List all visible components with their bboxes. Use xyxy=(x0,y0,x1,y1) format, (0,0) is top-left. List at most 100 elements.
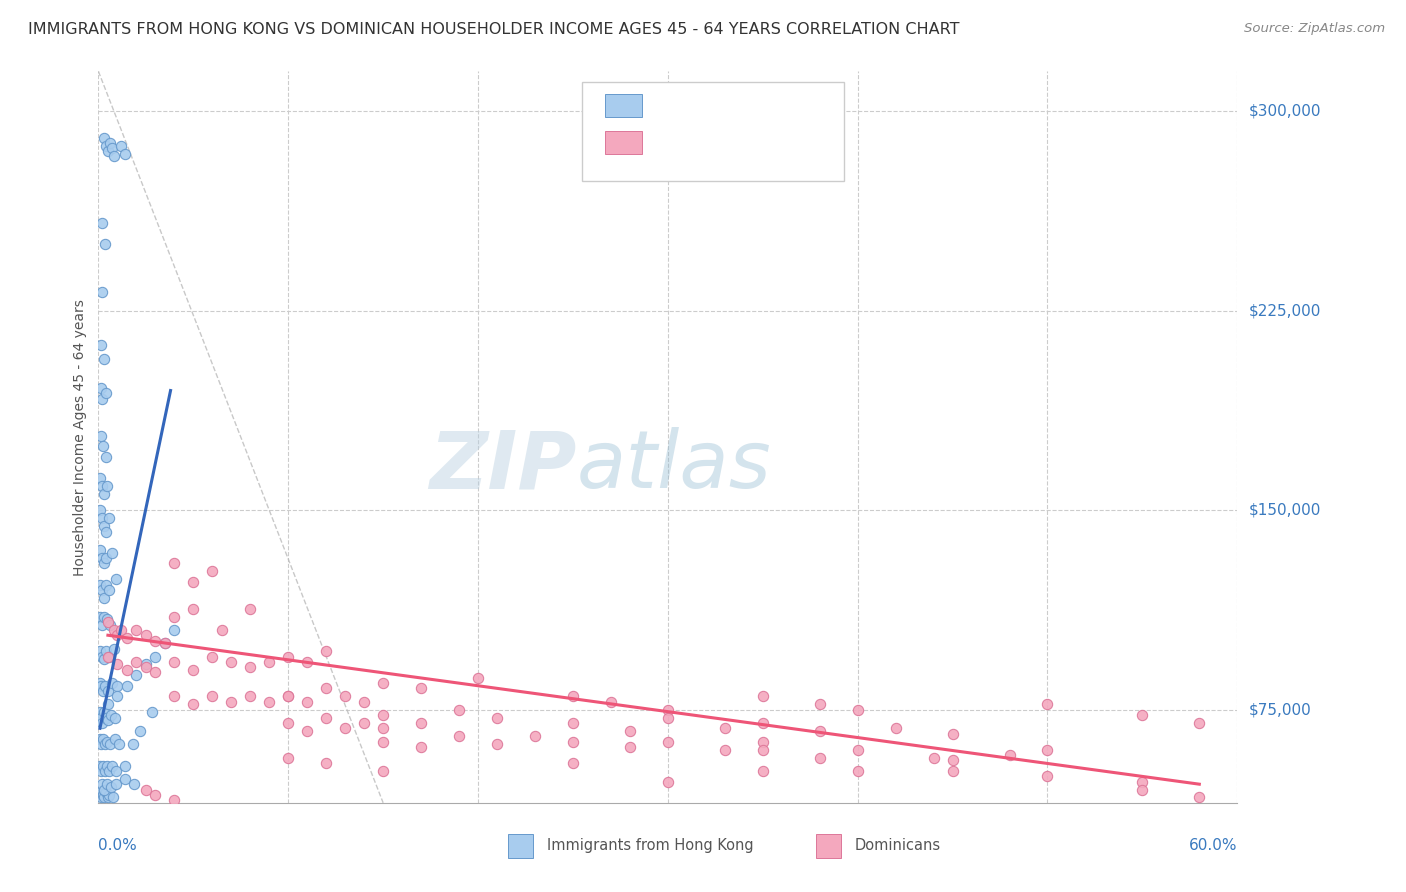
Point xyxy=(315,681,337,696)
Point xyxy=(91,684,114,698)
Point xyxy=(114,758,136,772)
Point xyxy=(752,690,775,704)
Point xyxy=(93,652,115,666)
Point xyxy=(752,734,775,748)
Point xyxy=(846,742,869,756)
Point xyxy=(93,609,115,624)
Point xyxy=(94,237,117,252)
Point xyxy=(153,636,176,650)
Point xyxy=(998,747,1021,762)
Point xyxy=(145,633,167,648)
Point xyxy=(90,716,112,731)
Point xyxy=(277,716,299,731)
Point xyxy=(297,723,319,738)
Point xyxy=(93,557,115,571)
Point xyxy=(657,703,679,717)
Point xyxy=(163,557,186,571)
Text: Immigrants from Hong Kong: Immigrants from Hong Kong xyxy=(547,838,754,854)
Point xyxy=(657,734,679,748)
Point xyxy=(135,782,157,797)
Point xyxy=(98,788,121,802)
Text: $75,000: $75,000 xyxy=(1249,702,1312,717)
Point xyxy=(145,649,167,664)
Bar xyxy=(815,834,841,858)
Point xyxy=(101,790,124,805)
Point xyxy=(752,742,775,756)
Point xyxy=(371,722,394,736)
Point xyxy=(96,777,118,791)
Point xyxy=(562,734,585,748)
Point xyxy=(1132,708,1154,723)
Point xyxy=(467,804,489,818)
Point xyxy=(141,706,163,720)
Point xyxy=(562,690,585,704)
Point xyxy=(89,471,111,485)
Point xyxy=(96,734,118,748)
Point xyxy=(97,764,120,778)
Point xyxy=(91,285,114,299)
Point xyxy=(104,764,127,778)
Point xyxy=(96,758,118,772)
Point xyxy=(90,429,112,443)
Point xyxy=(153,636,176,650)
Point xyxy=(91,392,114,406)
Point xyxy=(90,777,112,791)
Point xyxy=(942,753,965,767)
Point xyxy=(121,737,143,751)
FancyBboxPatch shape xyxy=(582,82,845,181)
Point xyxy=(277,649,299,664)
Point xyxy=(96,790,118,805)
Point xyxy=(163,793,186,807)
Point xyxy=(486,711,509,725)
Point xyxy=(1036,698,1059,712)
Point xyxy=(353,716,375,731)
Point xyxy=(101,546,124,560)
Text: IMMIGRANTS FROM HONG KONG VS DOMINICAN HOUSEHOLDER INCOME AGES 45 - 64 YEARS COR: IMMIGRANTS FROM HONG KONG VS DOMINICAN H… xyxy=(28,22,960,37)
Point xyxy=(239,601,262,615)
Point xyxy=(297,655,319,669)
Point xyxy=(90,511,112,525)
Point xyxy=(97,615,120,629)
Point xyxy=(97,649,120,664)
Point xyxy=(93,591,115,605)
Point xyxy=(163,609,186,624)
Point xyxy=(183,663,205,677)
Point xyxy=(562,716,585,731)
Point xyxy=(411,681,433,696)
Point xyxy=(110,623,132,637)
Point xyxy=(107,690,129,704)
Point xyxy=(124,777,146,791)
Point xyxy=(94,711,117,725)
Point xyxy=(163,690,186,704)
Point xyxy=(183,575,205,590)
Point xyxy=(371,764,394,778)
Point xyxy=(110,138,132,153)
Point xyxy=(201,649,224,664)
Point xyxy=(353,695,375,709)
Point xyxy=(104,573,127,587)
Point xyxy=(1036,742,1059,756)
Point xyxy=(96,612,118,626)
Point xyxy=(89,731,111,746)
Point xyxy=(100,141,122,155)
Point xyxy=(1036,769,1059,783)
Point xyxy=(91,758,114,772)
Point xyxy=(447,729,470,743)
Text: 0.0%: 0.0% xyxy=(98,838,138,853)
Point xyxy=(89,676,111,690)
Point xyxy=(922,750,945,764)
Point xyxy=(97,684,120,698)
Point xyxy=(277,750,299,764)
Point xyxy=(94,764,117,778)
Point xyxy=(259,695,281,709)
Point xyxy=(107,628,129,642)
Point xyxy=(90,381,112,395)
Point xyxy=(90,679,112,693)
Point xyxy=(411,716,433,731)
Point xyxy=(101,758,124,772)
Point xyxy=(129,723,152,738)
Point xyxy=(89,503,111,517)
Point xyxy=(91,731,114,746)
Text: R =  0.290   N = 108: R = 0.290 N = 108 xyxy=(659,98,818,113)
Point xyxy=(600,695,623,709)
